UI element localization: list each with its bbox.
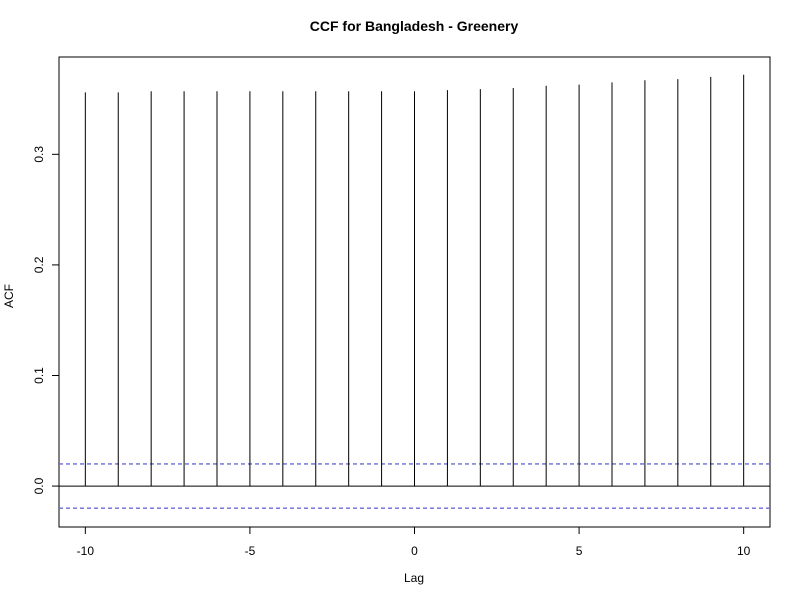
x-tick-label: -10 <box>77 544 95 558</box>
y-tick-label: 0.3 <box>32 146 46 163</box>
y-tick-label: 0.1 <box>32 367 46 384</box>
x-axis-label: Lag <box>404 571 424 585</box>
x-tick-label: -5 <box>245 544 256 558</box>
y-tick-label: 0.2 <box>32 256 46 273</box>
y-tick-label: 0.0 <box>32 477 46 494</box>
x-tick-label: 5 <box>576 544 583 558</box>
x-tick-label: 0 <box>411 544 418 558</box>
plot-layer: -10 -5 0 5 10 0.0 0.1 0.2 0.3 <box>32 56 771 558</box>
chart-title: CCF for Bangladesh - Greenery <box>310 18 519 34</box>
x-tick-label: 10 <box>737 544 751 558</box>
y-axis-label: ACF <box>2 284 16 308</box>
